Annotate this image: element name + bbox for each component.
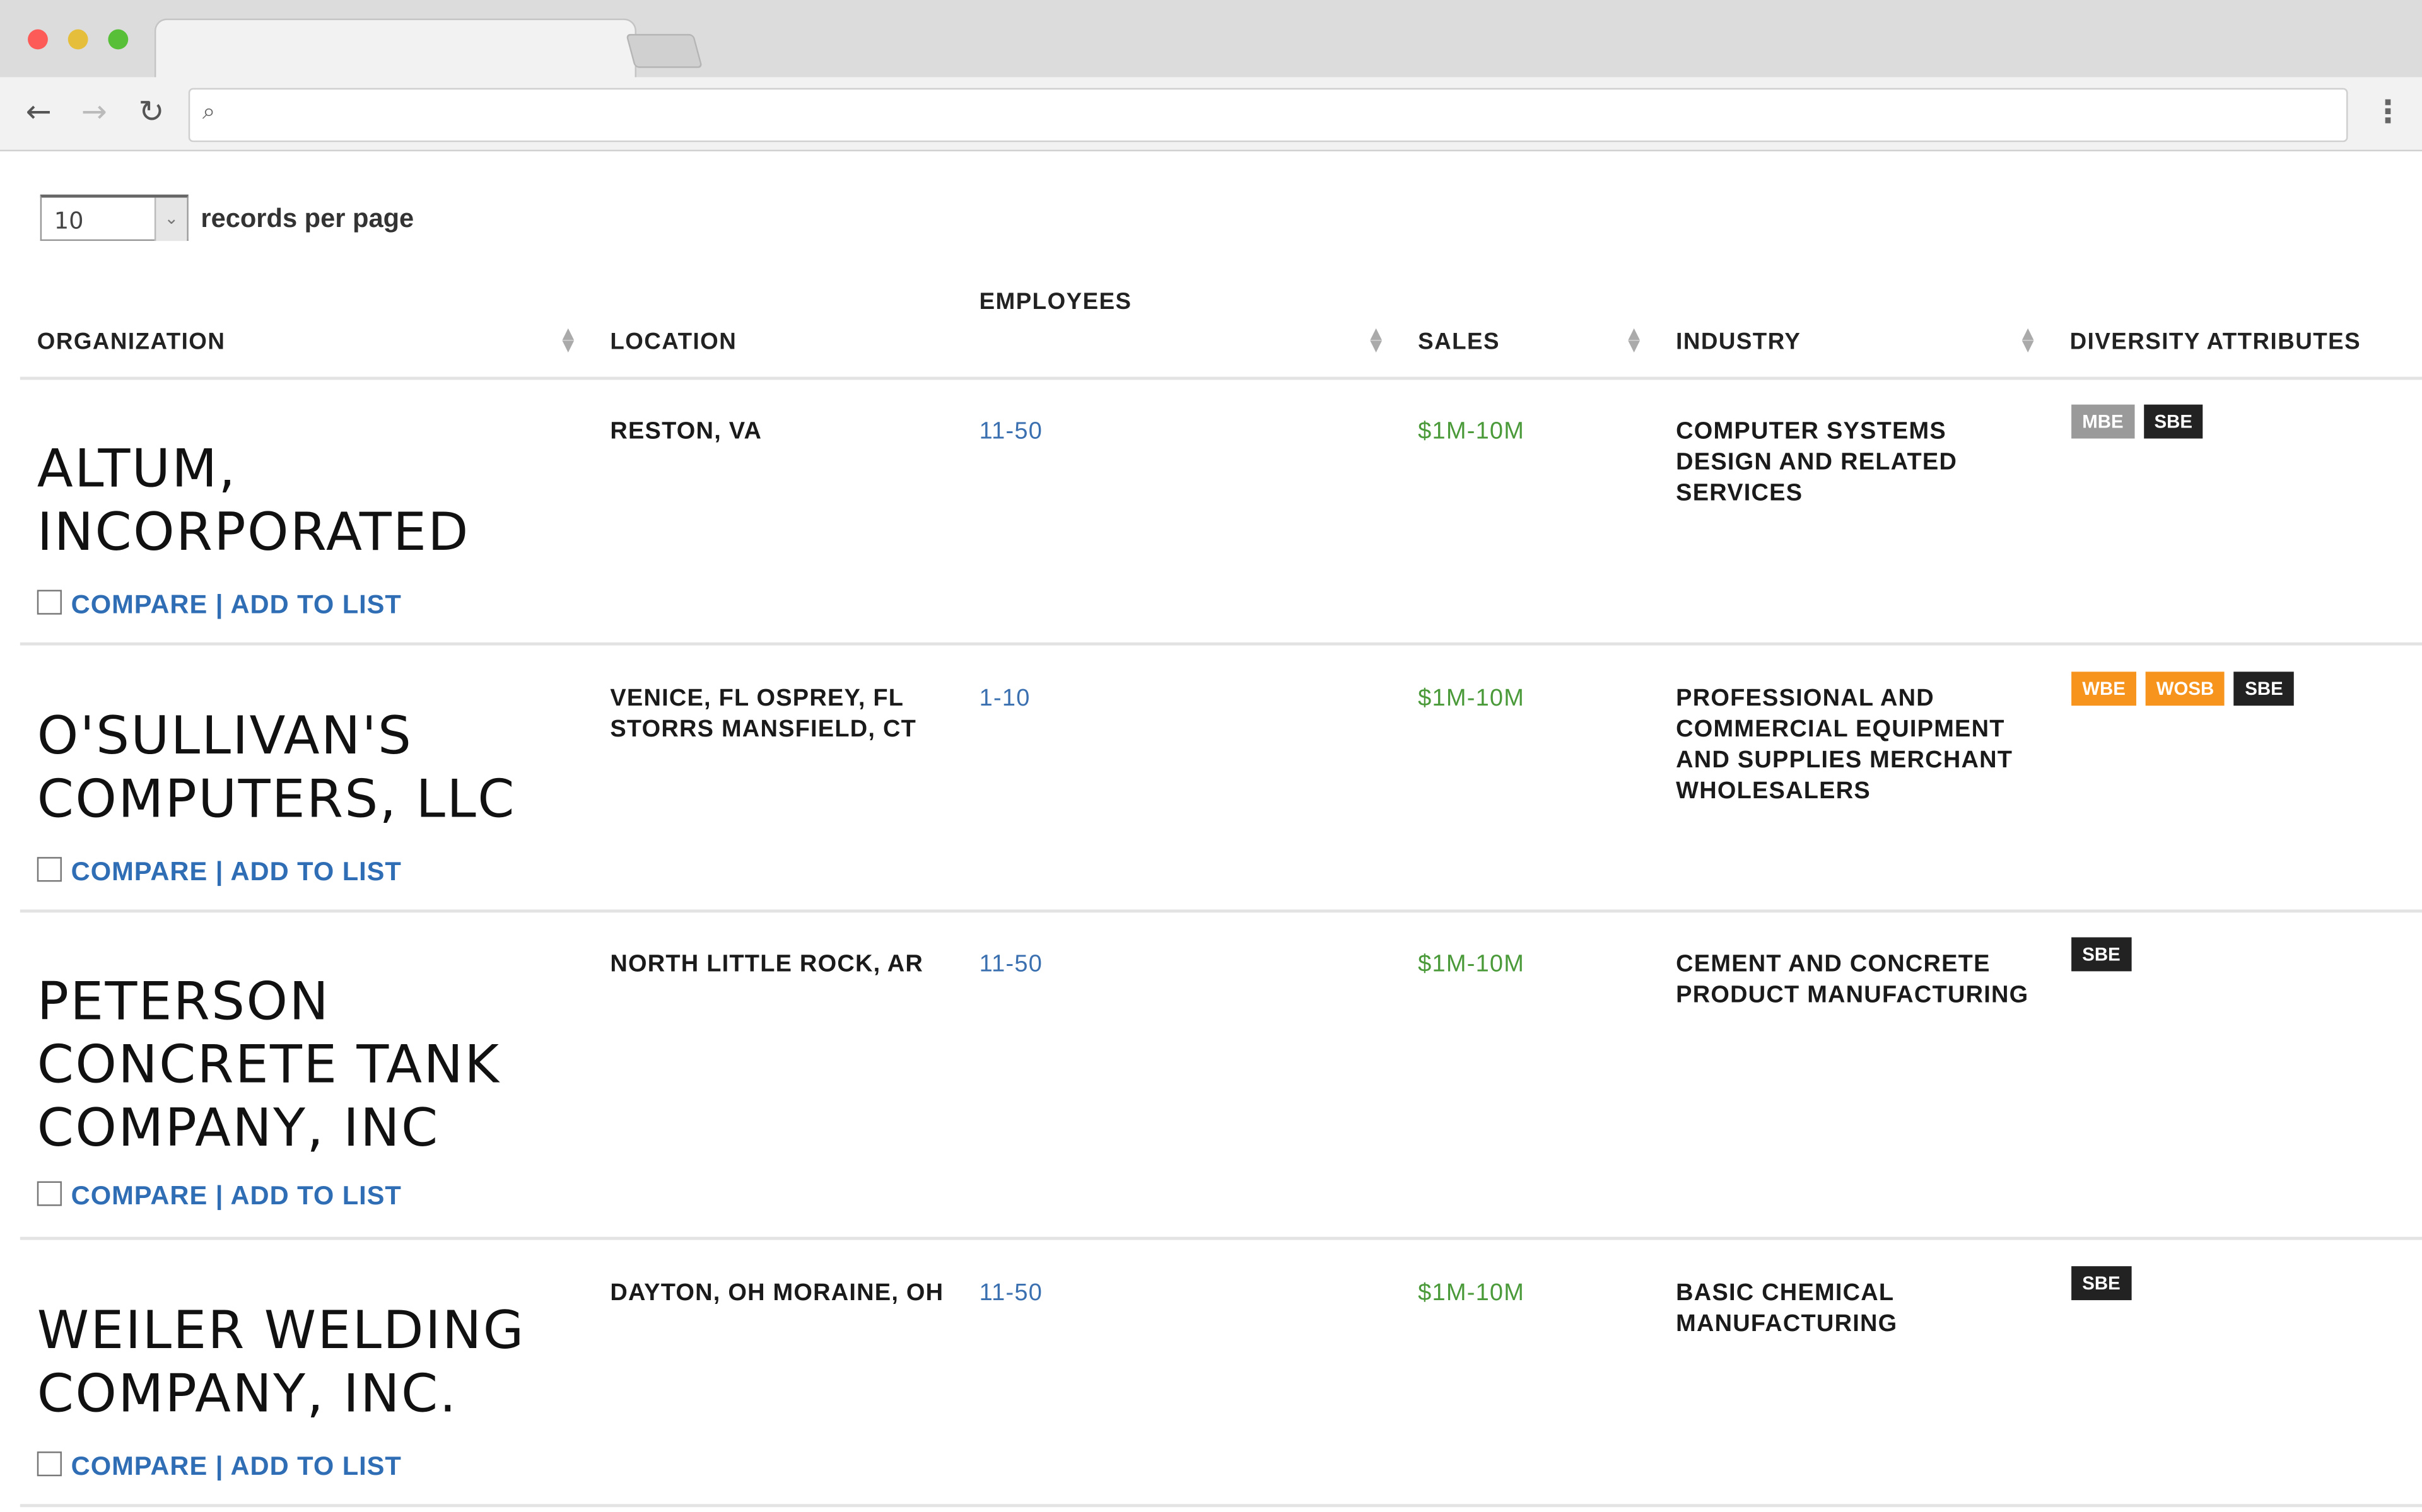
diversity-badge: WOSB (2145, 672, 2225, 706)
column-header-location: LOCATION (610, 329, 737, 356)
sales-cell: $1M-10M (1418, 951, 1525, 978)
column-header-sales[interactable]: SALES (1418, 329, 1501, 356)
sales-cell: $1M-10M (1418, 418, 1525, 445)
column-header-diversity: DIVERSITY ATTRIBUTES (2069, 329, 2361, 356)
organization-name[interactable]: ALTUM, INCORPORATED (37, 438, 470, 564)
row-divider (20, 909, 2422, 913)
row-actions: COMPARE | ADD TO LIST (37, 1181, 402, 1212)
table-row: PETERSON CONCRETE TANK COMPANY, INC COMP… (0, 912, 2422, 1240)
compare-checkbox[interactable] (37, 590, 62, 615)
industry-cell: PROFESSIONAL AND COMMERCIAL EQUIPMENT AN… (1676, 685, 2013, 805)
maximize-window-button[interactable] (108, 29, 129, 50)
separator: | (215, 1181, 224, 1211)
diversity-badges: SBE (2071, 937, 2131, 972)
compare-link[interactable]: COMPARE (71, 590, 208, 620)
row-actions: COMPARE | ADD TO LIST (37, 1451, 402, 1482)
sort-icon[interactable]: ▲ ▼ (2021, 325, 2034, 356)
add-to-list-link[interactable]: ADD TO LIST (230, 1181, 402, 1211)
column-header-industry[interactable]: INDUSTRY (1676, 329, 1801, 356)
per-page-value: 10 (54, 207, 84, 235)
location-cell: DAYTON, OH MORAINE, OH (610, 1280, 944, 1306)
sales-cell: $1M-10M (1418, 685, 1525, 712)
organization-name[interactable]: PETERSON CONCRETE TANK COMPANY, INC (37, 971, 501, 1160)
diversity-badge: SBE (2071, 1266, 2131, 1301)
row-divider (20, 642, 2422, 646)
compare-checkbox[interactable] (37, 1451, 62, 1477)
location-cell: VENICE, FL OSPREY, FL STORRS MANSFIELD, … (610, 685, 917, 743)
diversity-badge: SBE (2143, 404, 2204, 439)
diversity-badge: SBE (2071, 937, 2131, 972)
organization-name[interactable]: O'SULLIVAN'S COMPUTERS, LLC (37, 706, 516, 831)
records-per-page-select[interactable]: 10 ⌄ (40, 194, 189, 241)
table-row: ALTUM, INCORPORATED COMPARE | ADD TO LIS… (0, 380, 2422, 646)
sales-cell: $1M-10M (1418, 1280, 1525, 1306)
compare-checkbox[interactable] (37, 1181, 62, 1206)
header-divider (20, 376, 2422, 380)
minimize-window-button[interactable] (67, 29, 88, 50)
compare-link[interactable]: COMPARE (71, 1181, 208, 1211)
diversity-badges: WBE WOSB SBE (2071, 672, 2294, 706)
browser-tab[interactable] (154, 18, 636, 79)
row-actions: COMPARE | ADD TO LIST (37, 857, 402, 888)
compare-link[interactable]: COMPARE (71, 1451, 208, 1481)
employees-cell: 11-50 (979, 951, 1043, 978)
diversity-badge: MBE (2071, 404, 2134, 439)
employees-cell: 1-10 (979, 685, 1031, 712)
column-header-employees[interactable]: EMPLOYEES (979, 288, 1132, 315)
sort-icon[interactable]: ▲ ▼ (1370, 325, 1383, 356)
industry-cell: BASIC CHEMICAL MANUFACTURING (1676, 1280, 1898, 1337)
back-arrow-icon[interactable]: ← (25, 92, 52, 130)
menu-kebab-icon[interactable]: ⋮ (2372, 92, 2404, 130)
forward-arrow-icon[interactable]: → (81, 92, 107, 130)
table-row: WEILER WELDING COMPANY, INC. COMPARE | A… (0, 1242, 2422, 1508)
add-to-list-link[interactable]: ADD TO LIST (230, 857, 402, 887)
table-row: O'SULLIVAN'S COMPUTERS, LLC COMPARE | AD… (0, 647, 2422, 913)
diversity-badge: WBE (2071, 672, 2136, 706)
new-tab-button[interactable] (625, 33, 703, 68)
address-bar[interactable]: ⌕ (188, 88, 2348, 142)
employees-cell: 11-50 (979, 1280, 1043, 1306)
location-cell: RESTON, VA (610, 418, 763, 445)
compare-link[interactable]: COMPARE (71, 857, 208, 887)
close-window-button[interactable] (28, 29, 48, 50)
column-header-organization[interactable]: ORGANIZATION (37, 329, 226, 356)
add-to-list-link[interactable]: ADD TO LIST (230, 590, 402, 620)
sort-icon[interactable]: ▲ ▼ (1628, 325, 1641, 356)
separator: | (215, 1451, 224, 1481)
diversity-badges: SBE (2071, 1266, 2131, 1301)
separator: | (215, 590, 224, 620)
sort-icon[interactable]: ▲ ▼ (562, 325, 575, 356)
industry-cell: CEMENT AND CONCRETE PRODUCT MANUFACTURIN… (1676, 951, 2029, 1009)
per-page-label: records per page (201, 204, 414, 233)
chevron-down-icon: ⌄ (154, 197, 187, 241)
diversity-badges: MBE SBE (2071, 404, 2204, 439)
diversity-badge: SBE (2234, 672, 2294, 706)
row-divider (20, 1236, 2422, 1240)
row-divider (20, 1504, 2422, 1508)
industry-cell: COMPUTER SYSTEMS DESIGN AND RELATED SERV… (1676, 418, 1958, 507)
row-actions: COMPARE | ADD TO LIST (37, 590, 402, 621)
organization-name[interactable]: WEILER WELDING COMPANY, INC. (37, 1300, 525, 1426)
separator: | (215, 857, 224, 887)
reload-icon[interactable]: ↻ (138, 92, 165, 130)
add-to-list-link[interactable]: ADD TO LIST (230, 1451, 402, 1481)
compare-checkbox[interactable] (37, 857, 62, 882)
location-cell: NORTH LITTLE ROCK, AR (610, 951, 924, 978)
employees-cell: 11-50 (979, 418, 1043, 445)
search-icon: ⌕ (202, 97, 216, 125)
